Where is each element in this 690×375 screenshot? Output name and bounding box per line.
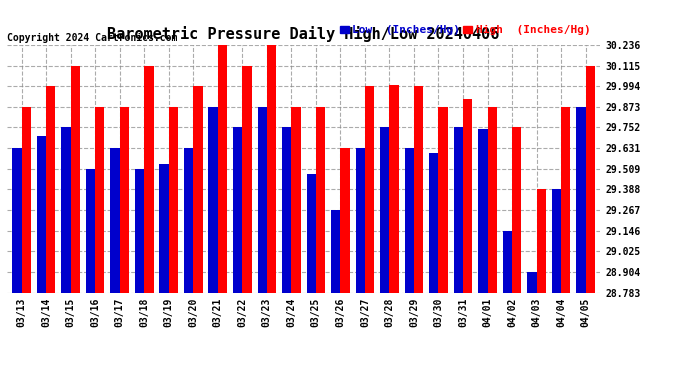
Bar (193, 86, 203, 292)
Bar (169, 107, 178, 292)
Title: Barometric Pressure Daily High/Low 20240406: Barometric Pressure Daily High/Low 20240… (108, 27, 500, 42)
Bar (503, 231, 512, 292)
Bar (282, 128, 291, 292)
Bar (61, 128, 70, 292)
Bar (389, 85, 399, 292)
Bar (184, 148, 193, 292)
Bar (119, 107, 129, 292)
Bar (159, 164, 169, 292)
Bar (135, 169, 144, 292)
Bar (86, 169, 95, 292)
Bar (331, 210, 340, 292)
Bar (478, 129, 488, 292)
Legend: Low  (Inches/Hg), High  (Inches/Hg): Low (Inches/Hg), High (Inches/Hg) (335, 21, 595, 40)
Bar (404, 148, 414, 292)
Bar (267, 45, 276, 292)
Bar (527, 272, 537, 292)
Bar (552, 189, 561, 292)
Bar (144, 66, 154, 292)
Bar (306, 174, 316, 292)
Bar (438, 107, 448, 292)
Bar (365, 86, 374, 292)
Bar (21, 107, 31, 292)
Bar (291, 107, 301, 292)
Bar (355, 148, 365, 292)
Bar (110, 148, 119, 292)
Bar (316, 107, 325, 292)
Bar (95, 107, 104, 292)
Bar (37, 136, 46, 292)
Text: Copyright 2024 Cartronics.com: Copyright 2024 Cartronics.com (7, 33, 177, 42)
Bar (488, 107, 497, 292)
Bar (537, 189, 546, 292)
Bar (414, 86, 423, 292)
Bar (208, 107, 218, 292)
Bar (380, 128, 389, 292)
Bar (242, 66, 252, 292)
Bar (512, 128, 522, 292)
Bar (218, 45, 227, 292)
Bar (453, 128, 463, 292)
Bar (340, 148, 350, 292)
Bar (257, 107, 267, 292)
Bar (586, 66, 595, 292)
Bar (576, 107, 586, 292)
Bar (429, 153, 438, 292)
Bar (233, 128, 242, 292)
Bar (70, 66, 80, 292)
Bar (46, 86, 55, 292)
Bar (12, 148, 21, 292)
Bar (561, 107, 571, 292)
Bar (463, 99, 472, 292)
